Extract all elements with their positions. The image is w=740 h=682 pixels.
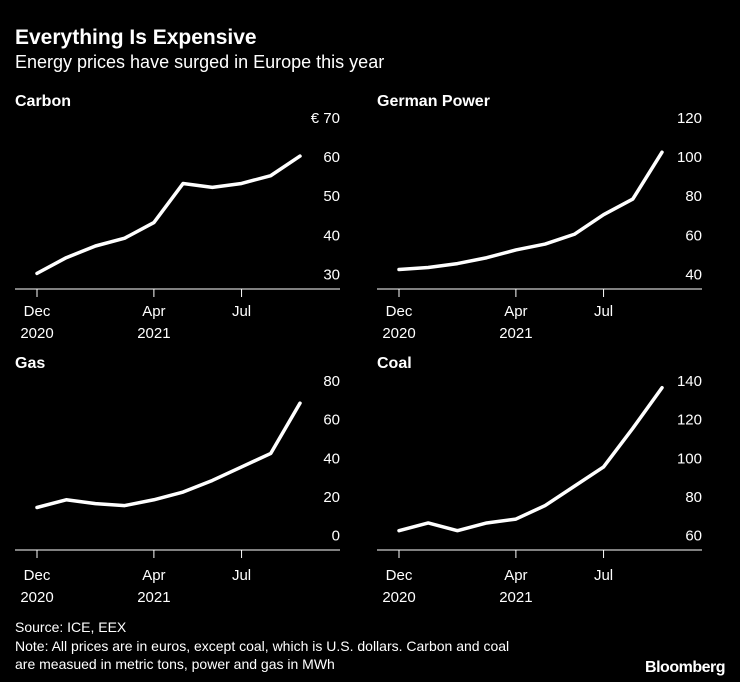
y-tick-label: 120 [677,412,702,429]
x-tick-year: 2020 [20,325,53,342]
y-tick-label: 60 [323,149,340,166]
y-tick-label: 80 [323,373,340,390]
panel-title: German Power [377,93,490,110]
source: Source: ICE, EEX [15,619,127,635]
x-tick-label: Jul [594,303,613,320]
x-tick-label: Jul [232,303,251,320]
chart-subtitle: Energy prices have surged in Europe this… [15,52,384,72]
x-tick-year: 2021 [499,325,532,342]
x-tick-year: 2020 [382,589,415,606]
y-tick-label: 80 [685,188,702,205]
y-tick-label: 140 [677,373,702,390]
y-tick-label: 40 [323,227,340,244]
x-tick-label: Jul [594,567,613,584]
data-line [397,150,664,272]
y-tick-label: 40 [685,266,702,283]
x-tick-label: Dec [24,567,51,584]
x-tick-label: Apr [142,303,165,320]
x-tick-year: 2021 [499,589,532,606]
y-tick-label: 100 [677,450,702,467]
y-tick-label: 60 [685,227,702,244]
y-tick-label: 100 [677,149,702,166]
x-tick-year: 2020 [382,325,415,342]
x-tick-label: Dec [386,567,413,584]
y-tick-label: 60 [323,412,340,429]
panel-title: Coal [377,355,412,372]
logo: Bloomberg [645,659,725,676]
y-tick-label: 60 [685,528,702,545]
note: Note: All prices are in euros, except co… [15,638,509,654]
x-tick-label: Apr [504,567,527,584]
x-tick-year: 2021 [137,589,170,606]
x-tick-label: Dec [24,303,51,320]
note: are measued in metric tons, power and ga… [15,656,335,672]
panel-title: Gas [15,355,45,372]
x-tick-year: 2021 [137,325,170,342]
x-tick-year: 2020 [20,589,53,606]
y-tick-label: 80 [685,489,702,506]
data-line [35,401,302,510]
y-tick-label: 30 [323,266,340,283]
x-tick-label: Dec [386,303,413,320]
chart-title: Everything Is Expensive [15,26,257,49]
x-tick-label: Apr [142,567,165,584]
panel-title: Carbon [15,93,71,110]
y-tick-label: 50 [323,188,340,205]
y-tick-label: 120 [677,110,702,127]
data-line [397,385,664,533]
y-tick-label: 40 [323,450,340,467]
y-tick-label: 20 [323,489,340,506]
data-line [35,154,302,276]
x-tick-label: Apr [504,303,527,320]
y-tick-label: € 70 [311,110,340,127]
x-tick-label: Jul [232,567,251,584]
y-tick-label: 0 [332,528,340,545]
